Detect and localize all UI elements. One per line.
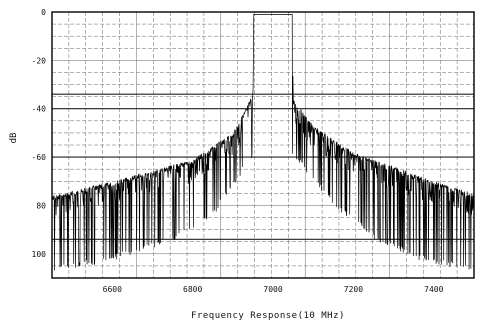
response-trace <box>51 14 475 271</box>
x-tick-label: 7200 <box>344 285 363 294</box>
grid <box>52 12 474 278</box>
y-tick-label: -40 <box>32 105 47 114</box>
y-tick-label: 80 <box>36 201 46 210</box>
x-tick-label: 7000 <box>263 285 282 294</box>
y-tick-label: -20 <box>32 56 47 65</box>
x-tick-label: 6800 <box>183 285 202 294</box>
x-tick-label: 7400 <box>424 285 443 294</box>
y-tick-labels: 0 -20 -40 -60 80 100 <box>32 8 47 259</box>
x-tick-labels: 6600 6800 7000 7200 7400 <box>103 285 444 294</box>
plot-frame <box>51 11 475 279</box>
y-tick-label: 100 <box>32 250 47 259</box>
y-tick-label: 0 <box>41 8 46 17</box>
y-tick-label: -60 <box>32 153 47 162</box>
x-axis-label: Frequency Response(10 MHz) <box>191 311 345 321</box>
y-axis-label: dB <box>9 133 19 144</box>
x-tick-label: 6600 <box>103 285 122 294</box>
response-line <box>51 14 475 271</box>
